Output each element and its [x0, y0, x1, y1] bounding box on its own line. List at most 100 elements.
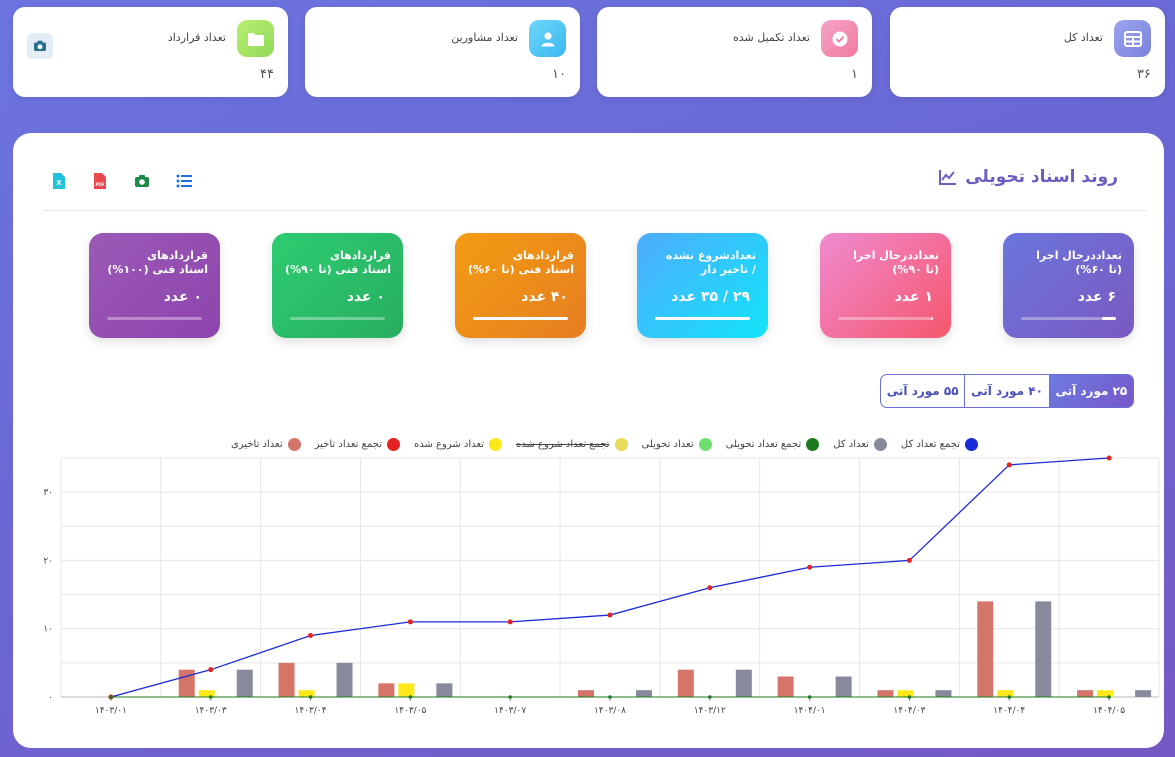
bar — [398, 683, 415, 697]
stat-card-contracts: تعداد قرارداد ۴۴ — [13, 7, 288, 97]
legend-item[interactable]: تجمع تعداد تحویلی — [726, 436, 820, 452]
bar — [1097, 690, 1114, 697]
kpi-value: ۶ عدد — [1077, 289, 1116, 305]
kpi-not-started[interactable]: تعدادشروع نشده / تاخیر دار ۲۹ / ۳۵ عدد — [637, 233, 768, 338]
kpi-title-line1: قراردادهای — [146, 249, 208, 262]
kpi-title-line2: اسناد فنی (تا ۹۰%) — [285, 263, 391, 276]
line-point — [507, 619, 513, 625]
panel-title-text: روند اسناد تحویلی — [965, 167, 1118, 187]
kpi-title: قراردادهای اسناد فنی (۱۰۰%) — [99, 249, 208, 277]
x-tick-label: ۱۴۰۳/۱۲ — [694, 706, 726, 716]
stat-value: ۱ — [851, 67, 858, 82]
legend-item[interactable]: تعداد شروع شده — [414, 436, 502, 452]
line-point — [1006, 462, 1012, 468]
bar — [997, 690, 1014, 697]
line-point — [308, 695, 313, 699]
legend-item[interactable]: تعداد کل — [833, 436, 887, 452]
stat-card-completed: تعداد تکمیل شده ۱ — [597, 7, 872, 97]
line-point — [607, 612, 613, 618]
kpi-title-line1: قراردادهای — [329, 249, 391, 262]
stat-label: تعداد قرارداد — [167, 31, 226, 44]
excel-export-icon[interactable]: X — [50, 171, 68, 191]
panel-title: روند اسناد تحویلی — [939, 167, 1118, 187]
y-tick-label: ۳۰ — [43, 488, 53, 498]
line-point — [708, 695, 712, 699]
kpi-contracts-90[interactable]: قراردادهای اسناد فنی (تا ۹۰%) ۰ عدد — [272, 233, 403, 338]
bar — [1135, 690, 1152, 697]
folder-icon — [237, 20, 274, 57]
kpi-progress — [838, 317, 933, 320]
range-option-25[interactable]: ۲۵ مورد آتی — [1048, 375, 1133, 407]
svg-text:X: X — [56, 179, 62, 187]
range-selector: ۲۵ مورد آتی ۴۰ مورد آتی ۵۵ مورد آتی — [880, 374, 1134, 408]
legend-item[interactable]: تجمع تعداد شروع شده — [516, 436, 628, 452]
kpi-progress-fill — [655, 317, 750, 320]
kpi-progress-fill — [931, 317, 933, 320]
line-point — [408, 695, 413, 699]
y-tick-label: ۲۰ — [43, 556, 53, 566]
stat-label: تعداد کل — [1063, 31, 1103, 44]
line-point — [508, 695, 512, 699]
kpi-progress — [473, 317, 568, 320]
kpi-title: تعداددرحال اجرا (تا ۶۰%) — [1013, 249, 1122, 277]
x-tick-label: ۱۴۰۳/۰۸ — [594, 706, 626, 716]
x-tick-label: ۱۴۰۴/۰۴ — [993, 706, 1025, 716]
line-point — [707, 585, 713, 591]
line-point — [407, 619, 413, 625]
camera-icon[interactable] — [133, 171, 151, 191]
legend-swatch — [806, 437, 820, 451]
x-tick-label: ۱۴۰۳/۰۵ — [394, 706, 426, 716]
camera-button[interactable] — [27, 33, 53, 59]
legend-item[interactable]: تعداد تاخیری — [231, 436, 301, 452]
legend-label: تجمع تعداد کل — [900, 438, 960, 450]
kpi-contracts-60[interactable]: قراردادهای اسناد فنی (تا ۶۰%) ۴۰ عدد — [455, 233, 586, 338]
range-option-55[interactable]: ۵۵ مورد آتی — [886, 384, 959, 398]
legend-item[interactable]: تعداد تحویلی — [642, 436, 712, 452]
stat-value: ۱۰ — [552, 67, 566, 82]
chart-line-icon — [939, 170, 957, 185]
kpi-running-90[interactable]: تعداددرحال اجرا (تا ۹۰%) ۱ عدد — [820, 233, 951, 338]
bar — [735, 669, 752, 697]
stat-card-consultants: تعداد مشاورین ۱۰ — [305, 7, 580, 97]
kpi-value: ۰ عدد — [163, 289, 202, 305]
x-tick-label: ۱۴۰۴/۰۳ — [893, 706, 925, 716]
line-point — [109, 695, 113, 699]
line-point — [308, 633, 314, 639]
legend-swatch — [386, 437, 400, 451]
list-icon[interactable] — [175, 171, 193, 191]
kpi-contracts-100[interactable]: قراردادهای اسناد فنی (۱۰۰%) ۰ عدد — [89, 233, 220, 338]
kpi-running-60[interactable]: تعداددرحال اجرا (تا ۶۰%) ۶ عدد — [1003, 233, 1134, 338]
legend-label: تجمع تعداد تحویلی — [725, 438, 802, 450]
delivery-trend-panel: روند اسناد تحویلی X PDF تعداددرحال اجرا(… — [13, 133, 1164, 748]
pdf-export-icon[interactable]: PDF — [91, 171, 109, 191]
x-tick-label: ۱۴۰۴/۰۱ — [794, 706, 826, 716]
bar — [198, 690, 215, 697]
bar — [278, 662, 295, 697]
stat-value: ۴۴ — [260, 67, 274, 82]
x-tick-label: ۱۴۰۳/۰۴ — [295, 706, 327, 716]
legend-swatch — [287, 437, 301, 451]
legend-swatch — [489, 437, 502, 451]
legend-label: تجمع تعداد تاخیر — [314, 438, 382, 450]
legend-swatch — [873, 437, 887, 451]
stat-label: تعداد تکمیل شده — [733, 31, 810, 44]
divider — [43, 210, 1148, 211]
line-point — [1107, 695, 1111, 699]
bar — [436, 683, 453, 697]
legend-item[interactable]: تجمع تعداد کل — [901, 436, 978, 452]
kpi-value: ۰ عدد — [346, 289, 385, 305]
kpi-progress — [290, 317, 385, 320]
stat-card-total: تعداد کل ۳۶ — [890, 7, 1165, 97]
kpi-title-line2: (تا ۹۰%) — [892, 263, 939, 276]
range-option-40[interactable]: ۴۰ مورد آتی — [964, 375, 1048, 407]
kpi-value: ۲۹ / ۳۵ عدد — [671, 289, 750, 305]
kpi-title: قراردادهای اسناد فنی (تا ۶۰%) — [465, 249, 574, 277]
legend-item[interactable]: تجمع تعداد تاخیر — [315, 436, 400, 452]
stat-value: ۳۶ — [1137, 67, 1151, 82]
legend-swatch — [698, 437, 712, 451]
legend-label: تجمع تعداد شروع شده — [516, 438, 610, 450]
kpi-title: تعداددرحال اجرا (تا ۹۰%) — [830, 249, 939, 277]
legend-swatch — [965, 437, 978, 451]
line-point — [907, 695, 912, 699]
kpi-value: ۱ عدد — [894, 289, 933, 305]
